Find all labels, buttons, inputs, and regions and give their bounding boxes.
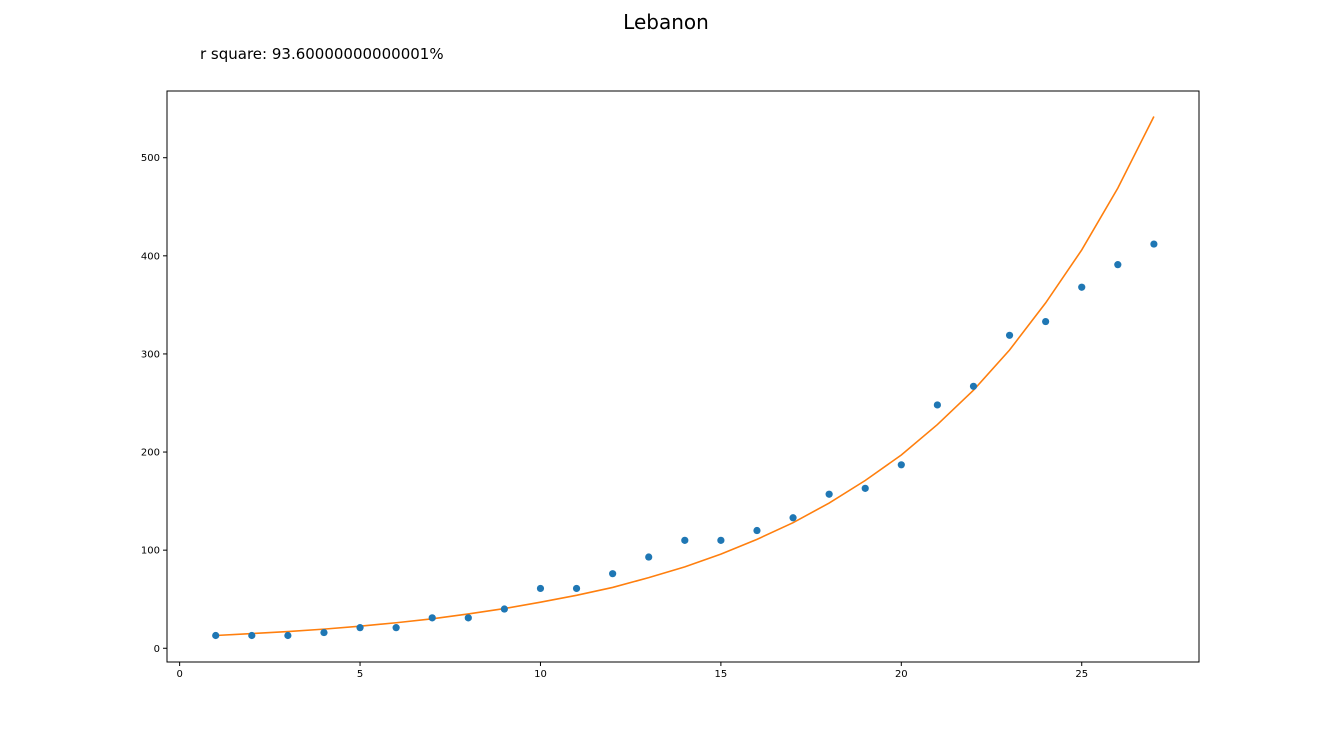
- chart-title: Lebanon: [623, 10, 709, 34]
- data-point: [248, 631, 256, 640]
- data-point: [897, 461, 905, 469]
- data-point: [500, 605, 508, 613]
- data-point: [825, 490, 833, 498]
- data-point: [464, 614, 472, 622]
- data-point: [609, 570, 617, 578]
- data-point: [212, 631, 220, 640]
- data-point: [428, 614, 436, 622]
- data-point: [1042, 317, 1050, 326]
- y-tick-label: 200: [141, 448, 160, 459]
- data-point: [717, 536, 725, 544]
- r-square-label: r square: 93.60000000000001%: [200, 45, 444, 63]
- fit-curve: [215, 116, 1155, 637]
- x-tick-label: 20: [895, 669, 908, 680]
- y-tick-label: 0: [154, 644, 160, 655]
- data-point: [681, 536, 689, 544]
- data-point: [392, 624, 400, 632]
- data-point: [284, 631, 292, 640]
- y-tick-label: 400: [141, 251, 160, 262]
- data-point: [933, 401, 941, 409]
- data-point: [969, 382, 978, 390]
- x-tick-label: 15: [715, 669, 728, 680]
- data-point: [789, 514, 797, 522]
- data-point: [645, 553, 653, 561]
- x-tick-label: 0: [176, 669, 182, 680]
- x-tick-label: 5: [357, 669, 363, 680]
- data-point: [356, 624, 364, 632]
- y-tick-label: 300: [141, 349, 160, 360]
- axes-frame: [166, 90, 1200, 663]
- data-point: [1078, 283, 1086, 291]
- data-point: [861, 484, 869, 492]
- y-tick-label: 100: [141, 546, 160, 557]
- data-point: [1005, 331, 1014, 339]
- data-point: [320, 628, 328, 637]
- data-point: [753, 526, 761, 535]
- x-tick-label: 10: [534, 669, 547, 680]
- data-point: [536, 584, 545, 593]
- y-tick-label: 500: [141, 153, 160, 164]
- data-point: [572, 584, 581, 593]
- x-tick-label: 25: [1075, 669, 1088, 680]
- data-point: [1114, 261, 1122, 269]
- data-point: [1150, 240, 1158, 248]
